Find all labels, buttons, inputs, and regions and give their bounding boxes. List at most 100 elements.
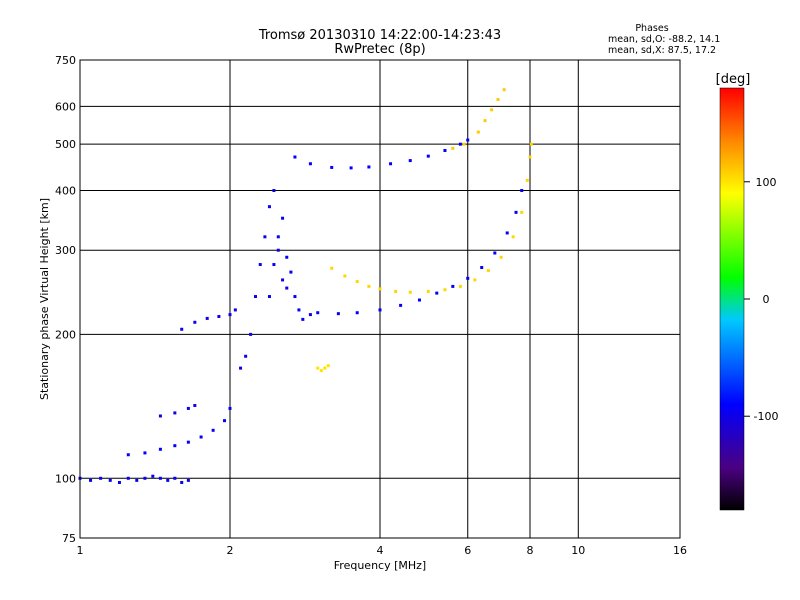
data-point <box>285 255 289 259</box>
data-point <box>263 235 267 239</box>
data-point <box>473 278 477 282</box>
data-point <box>239 366 243 370</box>
y-tick-label: 400 <box>55 184 76 197</box>
colorbar-tick-label: 0 <box>763 293 770 306</box>
data-point <box>308 313 312 317</box>
chart-title: Tromsø 20130310 14:22:00-14:23:43 <box>258 28 501 43</box>
data-point <box>293 155 297 159</box>
data-point <box>267 295 271 299</box>
data-point <box>108 478 112 482</box>
data-point <box>525 178 529 182</box>
x-tick-label: 1 <box>77 544 84 557</box>
data-point <box>244 354 248 358</box>
data-point <box>529 142 533 146</box>
data-point <box>505 231 509 235</box>
data-point <box>316 311 320 315</box>
chart-subtitle: RwPretec (8p) <box>334 42 425 57</box>
y-tick-label: 600 <box>55 100 76 113</box>
data-point <box>520 188 524 192</box>
data-point <box>166 478 170 482</box>
data-point <box>228 313 232 317</box>
data-point <box>330 266 334 270</box>
data-point <box>173 476 177 480</box>
data-point <box>408 159 412 163</box>
data-point <box>483 119 487 123</box>
data-point <box>458 284 462 288</box>
data-point <box>186 440 190 444</box>
y-tick-label: 200 <box>55 328 76 341</box>
y-tick-label: 75 <box>62 532 76 545</box>
data-point <box>486 269 490 273</box>
colorbar <box>719 87 745 511</box>
data-point <box>126 476 130 480</box>
x-tick-label: 4 <box>377 544 384 557</box>
data-point <box>258 263 262 267</box>
data-point <box>173 444 177 448</box>
phases-legend-o: mean, sd,O: -88.2, 14.1 <box>608 34 720 45</box>
data-point <box>319 369 323 373</box>
data-point <box>173 411 177 415</box>
data-point <box>126 453 130 457</box>
data-point <box>180 327 184 331</box>
x-tick-label: 8 <box>527 544 534 557</box>
x-tick-label: 2 <box>227 544 234 557</box>
data-point <box>180 480 184 484</box>
data-point <box>228 406 232 410</box>
phases-legend-x: mean, sd,X: 87.5, 17.2 <box>608 45 716 56</box>
plot-frame <box>79 59 681 539</box>
data-point <box>223 419 227 423</box>
data-point <box>205 316 209 320</box>
data-point <box>458 142 462 146</box>
data-point <box>528 155 532 159</box>
data-point <box>272 188 276 192</box>
data-point <box>117 480 121 484</box>
data-point <box>389 162 393 166</box>
data-point <box>520 210 524 214</box>
data-point <box>514 210 518 214</box>
data-point <box>336 312 340 316</box>
data-point <box>186 478 190 482</box>
data-point <box>417 298 421 302</box>
data-point <box>158 476 162 480</box>
data-point <box>272 263 276 267</box>
data-point <box>158 414 162 418</box>
data-point <box>249 332 253 336</box>
data-point <box>186 406 190 410</box>
data-point <box>143 476 147 480</box>
data-point <box>193 403 197 407</box>
y-axis-label: Stationary phase Virtual Height [km] <box>38 198 51 400</box>
data-point <box>158 447 162 451</box>
data-point <box>297 308 301 312</box>
data-point <box>193 320 197 324</box>
data-point <box>267 205 271 209</box>
data-point <box>408 290 412 294</box>
data-point <box>394 289 398 293</box>
data-point <box>276 248 280 252</box>
data-point <box>443 148 447 152</box>
data-point <box>308 162 312 166</box>
x-tick-label: 16 <box>673 544 687 557</box>
data-point <box>451 146 455 150</box>
data-point <box>502 88 506 92</box>
y-tick-label: 500 <box>55 138 76 151</box>
data-point <box>355 311 359 315</box>
data-point <box>316 366 320 370</box>
data-point <box>476 130 480 134</box>
data-point <box>493 251 497 255</box>
y-tick-label: 300 <box>55 244 76 257</box>
phases-legend-title: Phases <box>635 23 668 34</box>
data-point <box>301 317 305 321</box>
data-point <box>326 364 330 368</box>
data-point <box>323 366 327 370</box>
colorbar-tick-label: 100 <box>756 176 777 189</box>
data-point <box>99 476 103 480</box>
data-point <box>426 154 430 158</box>
data-point <box>233 308 237 312</box>
data-point <box>135 478 139 482</box>
data-point <box>143 451 147 455</box>
data-point <box>466 276 470 280</box>
data-point <box>435 291 439 295</box>
x-axis-label: Frequency [MHz] <box>334 559 426 572</box>
data-point <box>89 478 93 482</box>
data-point <box>367 284 371 288</box>
